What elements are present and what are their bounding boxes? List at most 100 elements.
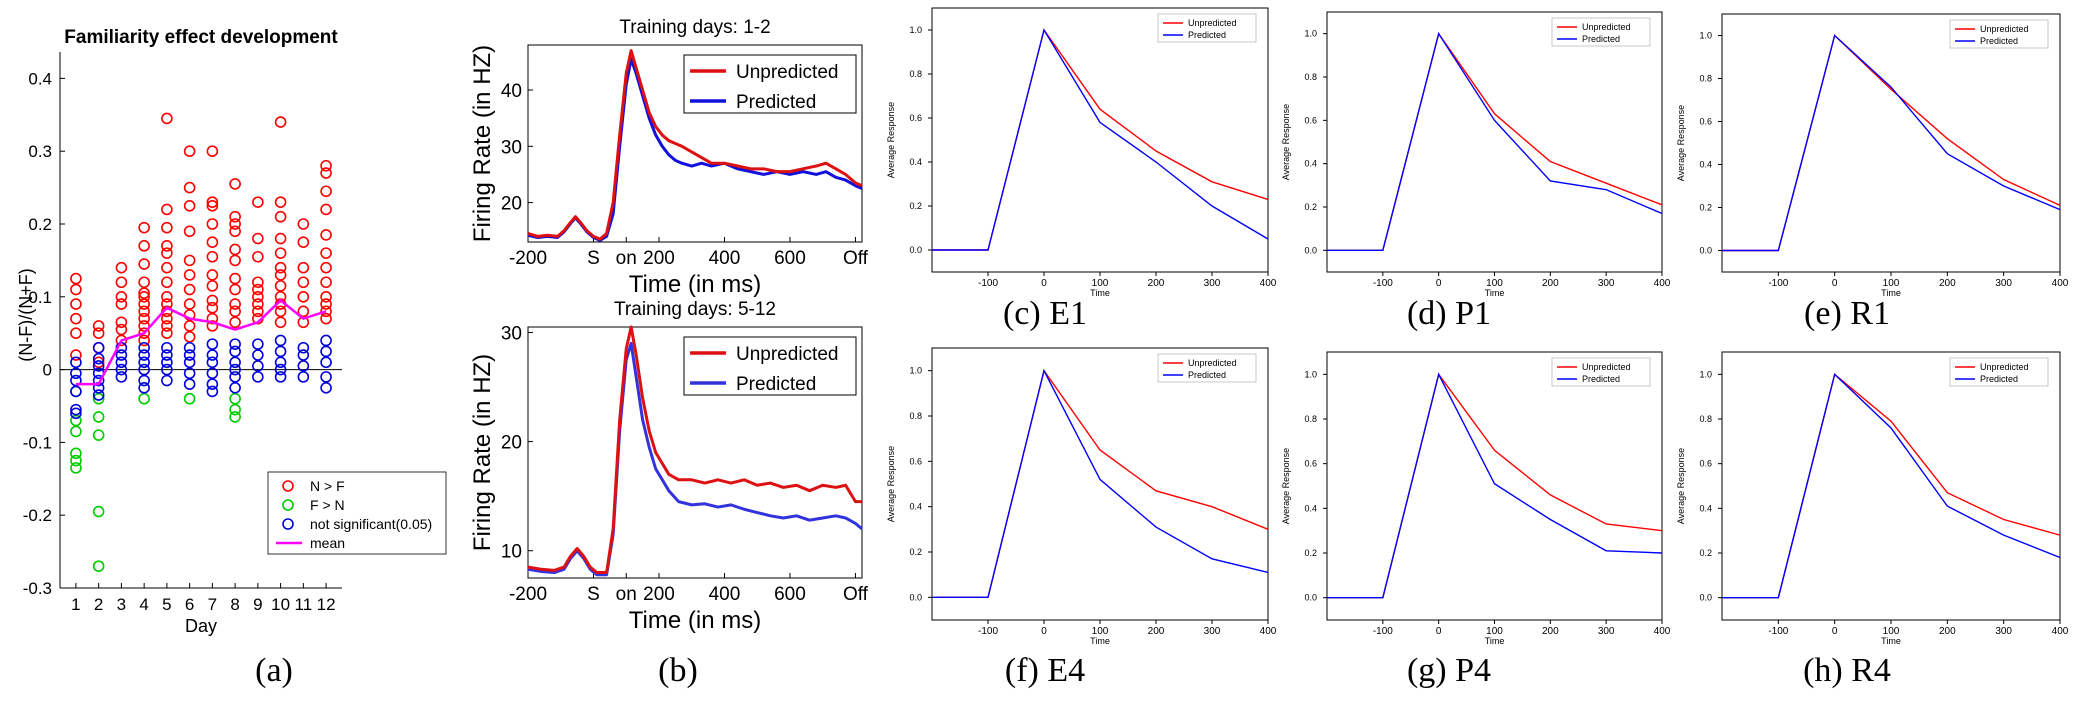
chart-a-point bbox=[274, 116, 287, 128]
caption-b: (b) bbox=[658, 652, 698, 689]
chart-a-point bbox=[274, 280, 287, 292]
chart-a-point bbox=[206, 200, 219, 212]
chart-b1-x-tick-label: 400 bbox=[709, 248, 741, 269]
chart-c-x-tick-label: 300 bbox=[1204, 278, 1221, 289]
chart-a-point bbox=[92, 429, 105, 441]
chart-a-point bbox=[206, 236, 219, 248]
chart-b2-frame bbox=[527, 326, 863, 579]
chart-a-point bbox=[70, 447, 82, 460]
chart-h-y-label: Average Response bbox=[1676, 448, 1686, 524]
chart-a-point bbox=[70, 414, 82, 427]
chart-b2-legend bbox=[683, 336, 857, 396]
chart-b2-y-label: Firing Rate (in HZ) bbox=[469, 354, 496, 551]
chart-a-y-tick-label: 0.3 bbox=[28, 142, 52, 161]
chart-e-y-label: Average Response bbox=[1676, 105, 1686, 181]
chart-a-point bbox=[206, 294, 219, 307]
chart-a-point bbox=[161, 276, 173, 289]
chart-a-point bbox=[183, 269, 196, 281]
chart-b2-y-tick-label: 10 bbox=[501, 542, 522, 563]
chart-e: 0.0 0.2 0.4 0.6 0.8 1.0 -100 0 100 200 300 400 Time A… bbox=[1676, 13, 2069, 298]
chart-a-point bbox=[115, 276, 128, 289]
chart-a-point bbox=[92, 505, 105, 518]
chart-d-y-label: Average Response bbox=[1281, 104, 1291, 180]
chart-a-point bbox=[252, 290, 264, 303]
chart-h-x-tick-label: 400 bbox=[2052, 626, 2069, 637]
chart-a-point bbox=[183, 200, 196, 212]
chart-h-y-tick-label: 0.6 bbox=[1699, 459, 1712, 469]
chart-a-point bbox=[115, 371, 128, 383]
chart-h-y-tick-label: 0.2 bbox=[1699, 548, 1712, 558]
chart-g-y-tick-label: 0.8 bbox=[1304, 414, 1317, 424]
chart-c-x-tick-label: 0 bbox=[1041, 278, 1047, 289]
chart-a-point bbox=[320, 312, 332, 325]
chart-h-x-tick-label: -100 bbox=[1768, 626, 1788, 637]
chart-a-point bbox=[161, 320, 173, 332]
chart-a-point bbox=[138, 276, 150, 289]
chart-d: 0.0 0.2 0.4 0.6 0.8 1.0 -100 0 100 200 300 400 Time A… bbox=[1281, 11, 1671, 298]
chart-a-point bbox=[206, 301, 219, 314]
chart-a-point bbox=[206, 378, 219, 390]
chart-a-legend-label: F > N bbox=[310, 497, 345, 513]
chart-a-point bbox=[92, 392, 105, 405]
chart-a-y-tick-label: 0.2 bbox=[28, 215, 52, 234]
chart-f-frame bbox=[931, 347, 1269, 621]
chart-a-point bbox=[161, 312, 173, 325]
chart-a-point bbox=[161, 240, 173, 252]
chart-c-y-tick-label: 1.0 bbox=[909, 25, 922, 35]
chart-a-point bbox=[70, 454, 82, 467]
chart-a-point bbox=[92, 374, 105, 387]
chart-a-point bbox=[115, 363, 128, 376]
chart-b1-legend bbox=[683, 54, 857, 114]
chart-a-point bbox=[229, 345, 241, 358]
chart-b2-x-label: Time (in ms) bbox=[629, 607, 761, 634]
chart-a-point bbox=[274, 305, 287, 318]
chart-h-x-tick-label: 200 bbox=[1939, 626, 1956, 637]
chart-a-point bbox=[138, 240, 150, 252]
chart-a-point bbox=[70, 356, 82, 369]
chart-a-point bbox=[115, 316, 128, 329]
chart-c-y-tick-label: 0.8 bbox=[909, 69, 922, 79]
chart-f-series-line bbox=[932, 368, 1269, 599]
chart-b2-x-tick-label: 400 bbox=[709, 584, 741, 605]
chart-b1-series-line bbox=[527, 49, 863, 241]
chart-h: 0.0 0.2 0.4 0.6 0.8 1.0 -100 0 100 200 300 400 Time A… bbox=[1676, 351, 2069, 646]
chart-a-legend-marker bbox=[282, 480, 294, 492]
chart-a-point bbox=[161, 356, 173, 369]
chart-c-legend bbox=[1157, 13, 1257, 43]
chart-e-y-tick-label: 0.6 bbox=[1699, 117, 1712, 127]
chart-d-x-tick-label: 400 bbox=[1654, 278, 1671, 289]
chart-a-point bbox=[206, 312, 219, 325]
chart-a-x-tick-label: 6 bbox=[185, 595, 194, 614]
chart-a-point bbox=[297, 349, 310, 361]
chart-d-x-label: Time bbox=[1485, 288, 1505, 298]
chart-a-point bbox=[161, 349, 173, 361]
chart-b2-y-tick-label: 30 bbox=[501, 323, 522, 344]
chart-a-point bbox=[70, 272, 82, 285]
chart-b1-x-tick-label: 600 bbox=[774, 248, 806, 269]
chart-a-point bbox=[252, 232, 264, 245]
chart-a-point bbox=[252, 250, 264, 263]
chart-c-legend-label: Unpredicted bbox=[1188, 18, 1237, 28]
chart-a-point bbox=[229, 411, 241, 423]
chart-e-series-line bbox=[1722, 34, 2061, 252]
chart-c-legend-label: Predicted bbox=[1188, 30, 1226, 40]
chart-a-point bbox=[320, 381, 332, 394]
chart-h-legend-label: Unpredicted bbox=[1980, 362, 2029, 372]
chart-f-y-tick-label: 0.0 bbox=[909, 592, 922, 602]
chart-c-series-line bbox=[932, 28, 1269, 251]
chart-b2-x-tick-label: 200 bbox=[643, 584, 675, 605]
chart-a-point bbox=[70, 462, 82, 474]
chart-g-x-tick-label: 0 bbox=[1436, 626, 1442, 637]
chart-d-y-tick-label: 0.6 bbox=[1304, 115, 1317, 125]
chart-a-point bbox=[92, 411, 105, 423]
caption-c: (c) E1 bbox=[1002, 295, 1087, 332]
chart-b2-legend-label: Predicted bbox=[736, 374, 816, 395]
chart-a-point bbox=[252, 349, 264, 361]
chart-a-x-tick-label: 2 bbox=[94, 595, 103, 614]
chart-a-point bbox=[70, 367, 82, 380]
chart-f-x-tick-label: 0 bbox=[1041, 626, 1047, 637]
chart-a-point bbox=[297, 276, 310, 289]
chart-a-point bbox=[320, 298, 332, 310]
chart-a-point bbox=[70, 407, 82, 420]
chart-b1-x-tick-label: -200 bbox=[509, 248, 547, 269]
